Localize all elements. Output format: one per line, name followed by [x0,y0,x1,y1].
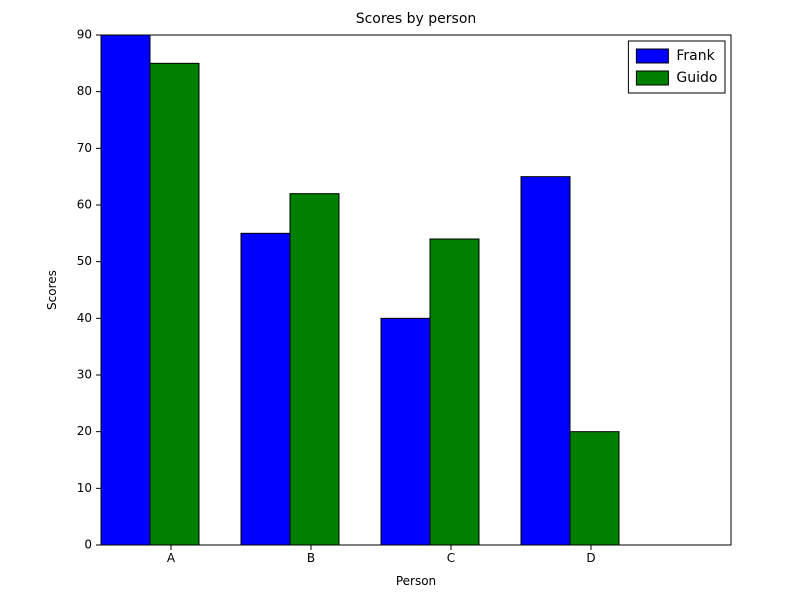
ytick-label: 80 [77,84,92,98]
ytick-label: 20 [77,424,92,438]
legend: Frank Guido [628,41,725,93]
xtick-label: C [447,551,455,565]
bar-guido-3 [570,432,619,545]
bar-frank-3 [521,177,570,545]
ytick-label: 60 [77,198,92,212]
ytick-label: 0 [84,538,92,552]
bar-frank-0 [101,35,150,545]
chart-title: Scores by person [356,11,477,27]
y-axis-label: Scores [45,270,59,310]
legend-label-guido: Guido [676,70,717,86]
bar-frank-1 [241,233,290,545]
ytick-label: 40 [77,311,92,325]
scores-bar-chart: 0 10 20 30 40 50 60 70 80 90 A B C D Person Scores Score… [0,0,812,612]
bar-guido-1 [290,194,339,545]
chart-container: 0 10 20 30 40 50 60 70 80 90 A B C D Person Scores Score… [0,0,812,612]
legend-swatch-frank [636,49,668,63]
legend-label-frank: Frank [676,48,715,64]
bar-frank-2 [381,318,430,545]
xtick-label: A [167,551,176,565]
xtick-label: B [307,551,315,565]
xtick-label: D [586,551,595,565]
ytick-label: 50 [77,254,92,268]
legend-swatch-guido [636,71,668,85]
ytick-label: 70 [77,141,92,155]
x-axis-label: Person [396,574,436,588]
bar-guido-2 [430,239,479,545]
ytick-label: 90 [77,28,92,42]
bar-guido-0 [150,63,199,545]
ytick-label: 30 [77,368,92,382]
ytick-label: 10 [77,481,92,495]
